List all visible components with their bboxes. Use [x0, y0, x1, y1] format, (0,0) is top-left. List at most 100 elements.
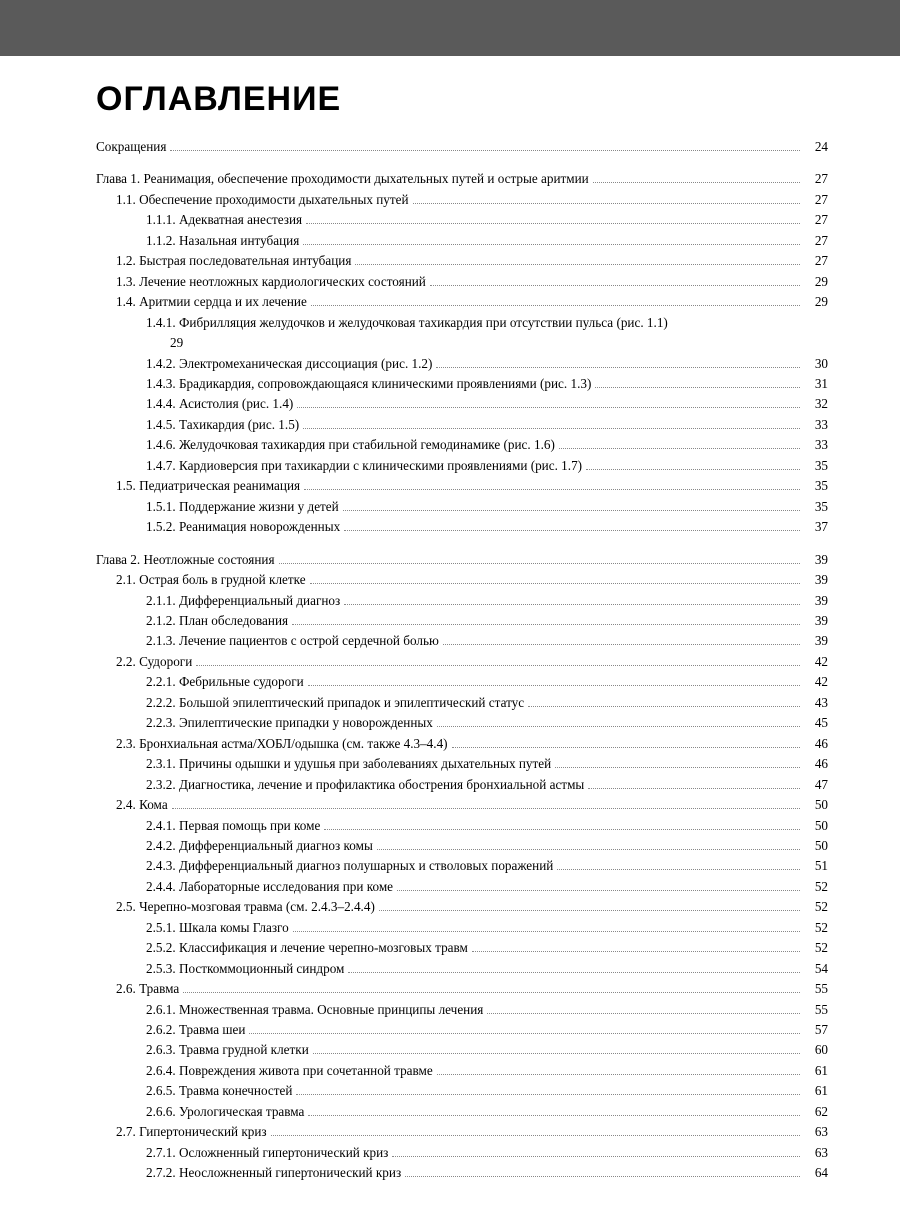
toc-label: 1.4.4. Асистолия (рис. 1.4)	[146, 394, 293, 414]
toc-page-number: 61	[804, 1081, 828, 1101]
section-gap	[96, 538, 828, 550]
toc-label: Глава 2. Неотложные состояния	[96, 550, 275, 570]
dot-leader	[304, 489, 800, 490]
toc-entry: 2.4.2. Дифференциальный диагноз комы50	[96, 836, 828, 856]
toc-label: 2.4. Кома	[116, 795, 168, 815]
toc-label: 1.5.2. Реанимация новорожденных	[146, 517, 340, 537]
toc-entry: 2.5.2. Классификация и лечение черепно-м…	[96, 938, 828, 958]
dot-leader	[586, 469, 800, 470]
toc-page-number: 46	[804, 734, 828, 754]
toc-label: 2.5.2. Классификация и лечение черепно-м…	[146, 938, 468, 958]
toc-page-number: 31	[804, 374, 828, 394]
toc-page-number: 35	[804, 497, 828, 517]
toc-label: 2.7. Гипертонический криз	[116, 1122, 267, 1142]
page-content: ОГЛАВЛЕНИЕ Сокращения24Глава 1. Реанимац…	[0, 56, 900, 1224]
toc-label: 2.6.2. Травма шеи	[146, 1020, 245, 1040]
toc-entry: 2.6.2. Травма шеи 57	[96, 1020, 828, 1040]
dot-leader	[487, 1013, 800, 1014]
toc-entry: 2.4.3. Дифференциальный диагноз полушарн…	[96, 856, 828, 876]
toc-page-number: 50	[804, 795, 828, 815]
toc-page-number: 27	[804, 231, 828, 251]
toc-label: 2.4.4. Лабораторные исследования при ком…	[146, 877, 393, 897]
toc-entry: 1.3. Лечение неотложных кардиологических…	[96, 272, 828, 292]
toc-entry: 2.3.2. Диагностика, лечение и профилакти…	[96, 775, 828, 795]
dot-leader	[296, 1094, 800, 1095]
toc-entry: 2.6.3. Травма грудной клетки 60	[96, 1040, 828, 1060]
toc-entry: 2.7. Гипертонический криз63	[96, 1122, 828, 1142]
toc-entry: 1.2. Быстрая последовательная интубация2…	[96, 251, 828, 271]
toc-label: 1.1. Обеспечение проходимости дыхательны…	[116, 190, 409, 210]
toc-page-number: 35	[804, 456, 828, 476]
dot-leader	[472, 951, 800, 952]
dot-leader	[557, 869, 800, 870]
toc-label: 2.6. Травма	[116, 979, 179, 999]
toc-page-number: 47	[804, 775, 828, 795]
toc-entry: 2.5. Черепно-мозговая травма (см. 2.4.3–…	[96, 897, 828, 917]
toc-page-number: 57	[804, 1020, 828, 1040]
toc-page-number: 39	[804, 611, 828, 631]
toc-entry: 2.6.4. Повреждения живота при сочетанной…	[96, 1061, 828, 1081]
dot-leader	[308, 1115, 800, 1116]
dot-leader	[344, 530, 800, 531]
toc-label: 2.6.6. Урологическая травма	[146, 1102, 304, 1122]
toc-label: 1.4.6. Желудочковая тахикардия при стаби…	[146, 435, 555, 455]
toc-label: 2.2.2. Большой эпилептический припадок и…	[146, 693, 524, 713]
dot-leader	[593, 182, 800, 183]
toc-page-number: 39	[804, 570, 828, 590]
toc-entry: 2.6.6. Урологическая травма62	[96, 1102, 828, 1122]
toc-entry: 2.7.1. Осложненный гипертонический криз6…	[96, 1143, 828, 1163]
toc-entry: Сокращения 24	[96, 137, 828, 157]
dot-leader	[392, 1156, 800, 1157]
dot-leader	[555, 767, 800, 768]
toc-page-number: 33	[804, 435, 828, 455]
toc-page-number: 52	[804, 897, 828, 917]
toc-label: 2.3.2. Диагностика, лечение и профилакти…	[146, 775, 584, 795]
toc-page-number: 43	[804, 693, 828, 713]
dot-leader	[397, 890, 800, 891]
toc-page-number: 46	[804, 754, 828, 774]
toc-label: 1.4.1. Фибрилляция желудочков и желудочк…	[146, 313, 668, 333]
toc-label: 2.4.3. Дифференциальный диагноз полушарн…	[146, 856, 553, 876]
dot-leader	[452, 747, 800, 748]
dot-leader	[297, 407, 800, 408]
toc-entry: 2.3. Бронхиальная астма/ХОБЛ/одышка (см.…	[96, 734, 828, 754]
dot-leader	[377, 849, 800, 850]
document-page: ОГЛАВЛЕНИЕ Сокращения24Глава 1. Реанимац…	[0, 0, 900, 1224]
toc-label: 1.1.2. Назальная интубация	[146, 231, 299, 251]
toc-label: 2.3. Бронхиальная астма/ХОБЛ/одышка (см.…	[116, 734, 448, 754]
toc-entry: 1.4.3. Брадикардия, сопровождающаяся кли…	[96, 374, 828, 394]
dot-leader	[306, 223, 800, 224]
toc-label: 2.4.1. Первая помощь при коме	[146, 816, 320, 836]
toc-entry: 1.5. Педиатрическая реанимация35	[96, 476, 828, 496]
toc-entry: 1.1.1. Адекватная анестезия27	[96, 210, 828, 230]
table-of-contents: Сокращения24Глава 1. Реанимация, обеспеч…	[96, 137, 828, 1184]
dot-leader	[196, 665, 800, 666]
toc-label: 2.6.1. Множественная травма. Основные пр…	[146, 1000, 483, 1020]
dot-leader	[436, 367, 800, 368]
dot-leader	[324, 829, 800, 830]
toc-page-number: 60	[804, 1040, 828, 1060]
toc-label: 1.2. Быстрая последовательная интубация	[116, 251, 351, 271]
toc-label: 2.4.2. Дифференциальный диагноз комы	[146, 836, 373, 856]
dot-leader	[405, 1176, 800, 1177]
toc-label: 2.1.1. Дифференциальный диагноз	[146, 591, 340, 611]
toc-page-number: 29	[804, 272, 828, 292]
dot-leader	[303, 428, 800, 429]
toc-page-number: 54	[804, 959, 828, 979]
toc-label: 2.6.3. Травма грудной клетки	[146, 1040, 309, 1060]
dot-leader	[430, 285, 800, 286]
toc-page-number: 29	[804, 292, 828, 312]
toc-label: 2.2. Судороги	[116, 652, 192, 672]
toc-label: 1.4.3. Брадикардия, сопровождающаяся кли…	[146, 374, 591, 394]
toc-entry: 2.3.1. Причины одышки и удушья при забол…	[96, 754, 828, 774]
toc-label: Сокращения	[96, 137, 166, 157]
toc-page-number: 39	[804, 631, 828, 651]
toc-entry: 2.1.3. Лечение пациентов с острой сердеч…	[96, 631, 828, 651]
dot-leader	[313, 1053, 800, 1054]
toc-label: 1.1.1. Адекватная анестезия	[146, 210, 302, 230]
dot-leader	[413, 203, 800, 204]
toc-page-number: 24	[804, 137, 828, 157]
dot-leader	[348, 972, 800, 973]
toc-entry: 1.4.1. Фибрилляция желудочков и желудочк…	[96, 313, 828, 333]
toc-entry: 1.4. Аритмии сердца и их лечение29	[96, 292, 828, 312]
